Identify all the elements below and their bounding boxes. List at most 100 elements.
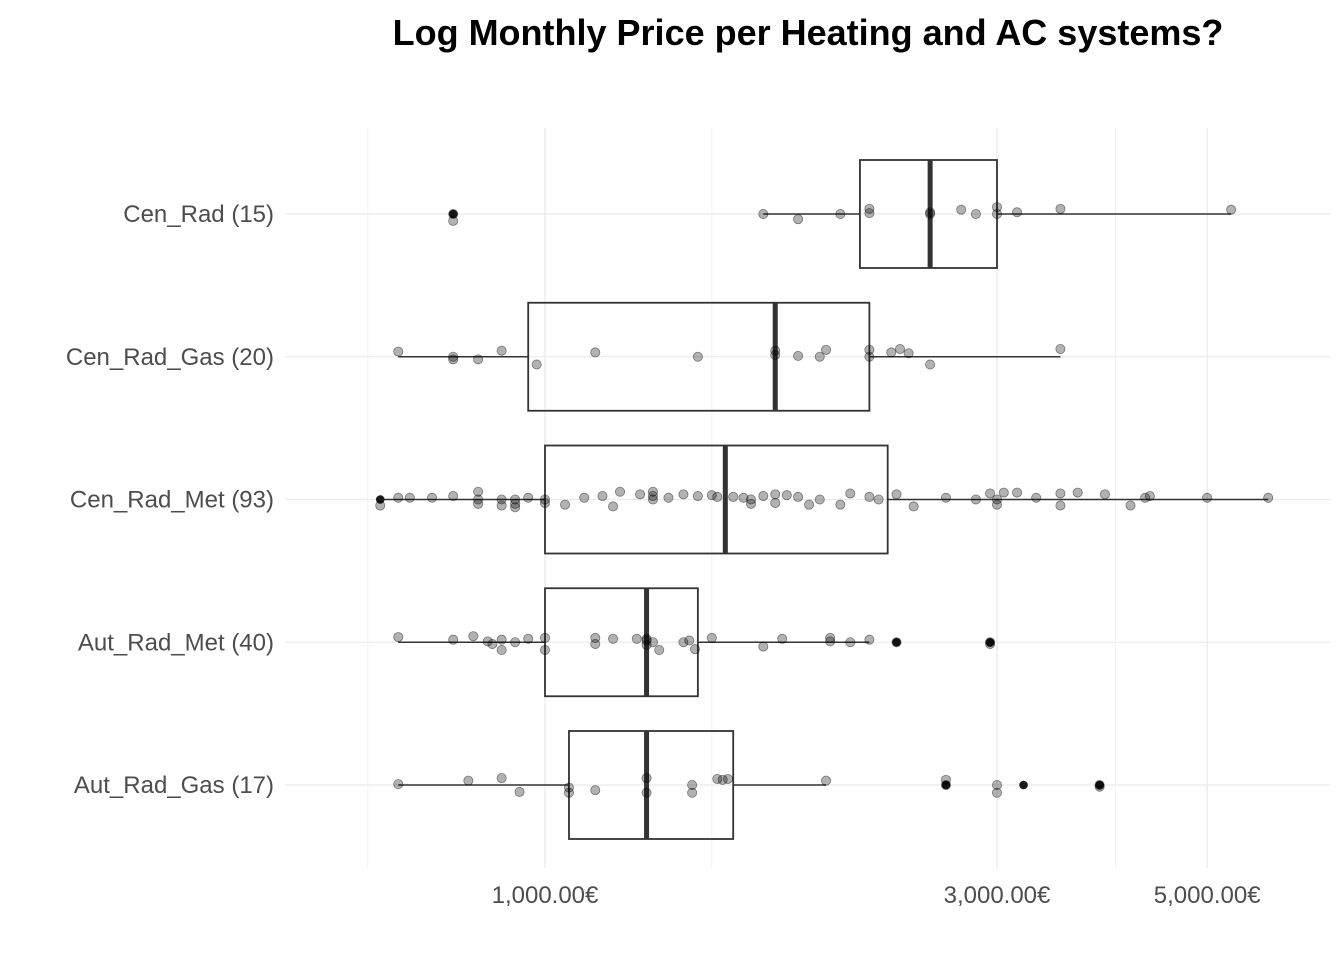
data-point [1031,492,1042,503]
data-point [903,348,914,359]
data-point [641,635,652,646]
data-point [690,644,701,655]
data-point [631,633,642,644]
data-point [393,492,404,503]
data-point [448,215,459,226]
data-point [482,636,493,647]
data-point [891,637,902,648]
data-point [793,491,804,502]
data-point [770,350,781,361]
data-point [608,501,619,512]
data-point [895,343,906,354]
data-point [496,634,507,645]
data-point [1140,492,1151,503]
data-point [641,787,652,798]
data-point [992,202,1003,213]
x-axis-labels: 1,000.00€ 3,000.00€ 5,000.00€ [492,882,1262,909]
data-point [496,494,507,505]
data-point [448,491,459,502]
data-point [678,489,689,500]
data-point [770,345,781,356]
data-point [864,203,875,214]
data-point [864,634,875,645]
outlier-point [892,637,901,647]
data-point [663,492,674,503]
chart-title: Log Monthly Price per Heating and AC sys… [392,12,1224,53]
data-point [758,491,769,502]
data-point [985,488,996,499]
data-point [590,632,601,643]
data-point [647,494,658,505]
outlier-point [985,637,995,647]
data-point [540,632,551,643]
data-point [712,491,723,502]
data-point [940,774,951,785]
data-point [758,208,769,219]
y-tick-label: Cen_Rad (15) [123,201,274,228]
data-point [998,487,1009,498]
data-point [496,500,507,511]
data-point [992,787,1003,798]
data-point [647,486,658,497]
data-point [985,638,996,649]
data-point [814,494,825,505]
data-point [540,497,551,508]
data-point [717,774,728,785]
data-point [510,502,521,513]
data-point [925,207,936,218]
data-point [970,494,981,505]
data-point [393,346,404,357]
data-point [864,208,875,219]
data-point [615,486,626,497]
box-iqr [568,730,735,840]
data-point [647,491,658,502]
data-point [590,785,601,796]
data-point [597,491,608,502]
y-tick-label: Aut_Rad_Met (40) [78,629,274,656]
data-point [590,638,601,649]
data-point [448,354,459,365]
data-point [1055,500,1066,511]
data-point [560,499,571,510]
data-point [692,491,703,502]
outlier-point [1095,780,1104,790]
y-axis-labels: Cen_Rad (15) Cen_Rad_Gas (20) Cen_Rad_Met … [66,201,274,799]
data-point [706,490,717,501]
data-point [758,641,769,652]
data-point [463,775,474,786]
data-point [531,359,542,370]
data-point [641,639,652,650]
data-point [864,351,875,362]
data-point [473,354,484,365]
data-point [540,494,551,505]
data-point [1099,489,1110,500]
data-point [712,773,723,784]
data-point [647,637,658,648]
y-tick-label: Cen_Rad_Gas (20) [66,344,274,371]
data-point [473,486,484,497]
data-point [1012,487,1023,498]
data-point [940,492,951,503]
data-point [925,359,936,370]
data-point [722,773,733,784]
data-point [473,494,484,505]
data-point [523,633,534,644]
box-iqr [544,444,889,555]
data-point [940,780,951,791]
data-point [886,347,897,358]
data-point [864,491,875,502]
data-point [1055,343,1066,354]
data-point [908,501,919,512]
data-point [891,489,902,500]
jitter-points [375,202,1274,798]
data-point [777,633,788,644]
outlier-point [448,209,458,219]
data-point [514,786,525,797]
data-point [684,635,695,646]
data-point [728,491,739,502]
data-point [563,787,574,798]
data-point [1055,203,1066,214]
data-point [706,632,717,643]
data-point [654,645,665,656]
data-point [510,494,521,505]
